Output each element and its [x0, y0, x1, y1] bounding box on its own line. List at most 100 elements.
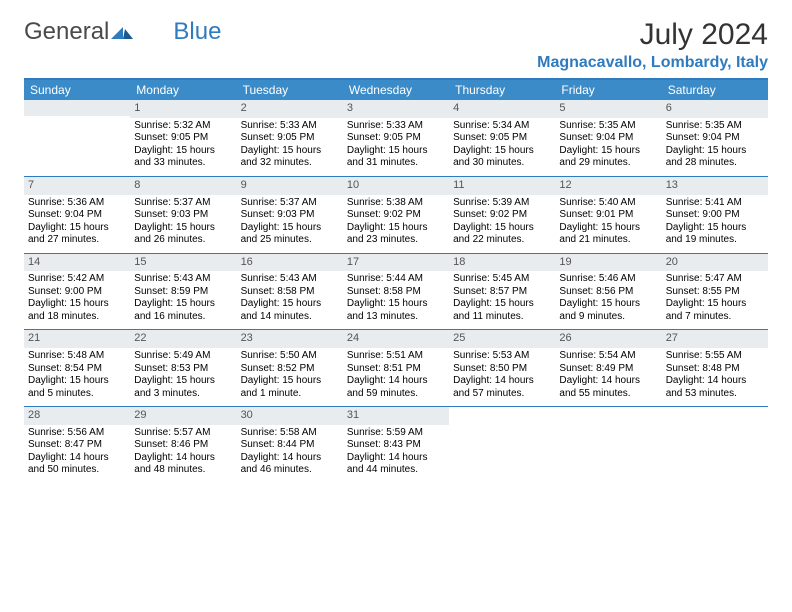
day-info: Sunrise: 5:33 AMSunset: 9:05 PMDaylight:…: [241, 120, 339, 170]
day-number: 23: [237, 330, 343, 348]
header-friday: Friday: [555, 80, 661, 100]
sunset-line: Sunset: 9:04 PM: [559, 132, 657, 145]
calendar-cell: 4Sunrise: 5:34 AMSunset: 9:05 PMDaylight…: [449, 100, 555, 176]
calendar-cell: 6Sunrise: 5:35 AMSunset: 9:04 PMDaylight…: [662, 100, 768, 176]
calendar-cell: 15Sunrise: 5:43 AMSunset: 8:59 PMDayligh…: [130, 253, 236, 330]
day-number: 15: [130, 254, 236, 272]
daylight-line: Daylight: 14 hours and 50 minutes.: [28, 452, 126, 477]
empty-day-header: [24, 100, 130, 116]
sunset-line: Sunset: 8:59 PM: [134, 286, 232, 299]
location-subtitle: Magnacavallo, Lombardy, Italy: [537, 54, 768, 72]
sunset-line: Sunset: 8:57 PM: [453, 286, 551, 299]
calendar-cell: 12 Sunrise: 5:40 AMSunset: 9:01 PMDayligh…: [555, 176, 661, 253]
day-info: Sunrise: 5:58 AMSunset: 8:44 PMDaylight:…: [241, 427, 339, 477]
day-info: Sunrise: 5:44 AMSunset: 8:58 PMDaylight:…: [347, 273, 445, 323]
calendar-cell: 21Sunrise: 5:48 AMSunset: 8:54 PMDayligh…: [24, 330, 130, 407]
day-number: 6: [662, 100, 768, 118]
calendar-cell: 26Sunrise: 5:54 AMSunset: 8:49 PMDayligh…: [555, 330, 661, 407]
page-title: July 2024: [537, 18, 768, 52]
sunrise-line: Sunrise: 5:41 AM: [666, 197, 764, 210]
day-info: Sunrise: 5:41 AMSunset: 9:00 PMDaylight:…: [666, 197, 764, 247]
sunrise-line: Sunrise: 5:44 AM: [347, 273, 445, 286]
day-info: Sunrise: 5:48 AMSunset: 8:54 PMDaylight:…: [28, 350, 126, 400]
day-info: Sunrise: 5:59 AMSunset: 8:43 PMDaylight:…: [347, 427, 445, 477]
sunset-line: Sunset: 9:02 PM: [347, 209, 445, 222]
sunrise-line: Sunrise: 5:50 AM: [241, 350, 339, 363]
daylight-line: Daylight: 15 hours and 7 minutes.: [666, 298, 764, 323]
day-number: 19: [555, 254, 661, 272]
daylight-line: Daylight: 15 hours and 28 minutes.: [666, 145, 764, 170]
sunrise-line: Sunrise: 5:39 AM: [453, 197, 551, 210]
sunrise-line: Sunrise: 5:35 AM: [666, 120, 764, 133]
calendar-table: Sunday Monday Tuesday Wednesday Thursday…: [24, 80, 768, 483]
day-info: Sunrise: 5:34 AMSunset: 9:05 PMDaylight:…: [453, 120, 551, 170]
daylight-line: Daylight: 15 hours and 22 minutes.: [453, 222, 551, 247]
calendar-cell: 18Sunrise: 5:45 AMSunset: 8:57 PMDayligh…: [449, 253, 555, 330]
calendar-cell: 10Sunrise: 5:38 AMSunset: 9:02 PMDayligh…: [343, 176, 449, 253]
sunset-line: Sunset: 9:02 PM: [453, 209, 551, 222]
sunrise-line: Sunrise: 5:57 AM: [134, 427, 232, 440]
day-number: 28: [24, 407, 130, 425]
header-monday: Monday: [130, 80, 236, 100]
sunrise-line: Sunrise: 5:33 AM: [347, 120, 445, 133]
calendar-cell: 28Sunrise: 5:56 AMSunset: 8:47 PMDayligh…: [24, 407, 130, 483]
daylight-line: Daylight: 14 hours and 53 minutes.: [666, 375, 764, 400]
logo-text-blue: Blue: [173, 18, 221, 46]
sunrise-line: Sunrise: 5:35 AM: [559, 120, 657, 133]
daylight-line: Daylight: 15 hours and 16 minutes.: [134, 298, 232, 323]
sunset-line: Sunset: 8:47 PM: [28, 439, 126, 452]
daylight-line: Daylight: 15 hours and 19 minutes.: [666, 222, 764, 247]
day-info: Sunrise: 5:51 AMSunset: 8:51 PMDaylight:…: [347, 350, 445, 400]
daylight-line: Daylight: 15 hours and 21 minutes.: [559, 222, 657, 247]
day-number: 27: [662, 330, 768, 348]
daylight-line: Daylight: 15 hours and 1 minute.: [241, 375, 339, 400]
daylight-line: Daylight: 15 hours and 13 minutes.: [347, 298, 445, 323]
day-info: Sunrise: 5:50 AMSunset: 8:52 PMDaylight:…: [241, 350, 339, 400]
day-info: Sunrise: 5:33 AMSunset: 9:05 PMDaylight:…: [347, 120, 445, 170]
sunset-line: Sunset: 8:58 PM: [241, 286, 339, 299]
day-number: 12: [555, 177, 661, 195]
calendar-cell: 17Sunrise: 5:44 AMSunset: 8:58 PMDayligh…: [343, 253, 449, 330]
calendar-cell: 22Sunrise: 5:49 AMSunset: 8:53 PMDayligh…: [130, 330, 236, 407]
calendar-week-row: 28Sunrise: 5:56 AMSunset: 8:47 PMDayligh…: [24, 407, 768, 483]
calendar-week-row: 7Sunrise: 5:36 AMSunset: 9:04 PMDaylight…: [24, 176, 768, 253]
calendar-cell: 8Sunrise: 5:37 AMSunset: 9:03 PMDaylight…: [130, 176, 236, 253]
sunset-line: Sunset: 9:01 PM: [559, 209, 657, 222]
daylight-line: Daylight: 15 hours and 9 minutes.: [559, 298, 657, 323]
day-info: Sunrise: 5:40 AMSunset: 9:01 PMDaylight:…: [559, 197, 657, 247]
header-sunday: Sunday: [24, 80, 130, 100]
day-number: 13: [662, 177, 768, 195]
day-info: Sunrise: 5:36 AMSunset: 9:04 PMDaylight:…: [28, 197, 126, 247]
sunrise-line: Sunrise: 5:54 AM: [559, 350, 657, 363]
calendar-cell: [24, 100, 130, 176]
day-number: 9: [237, 177, 343, 195]
daylight-line: Daylight: 14 hours and 59 minutes.: [347, 375, 445, 400]
day-info: Sunrise: 5:35 AMSunset: 9:04 PMDaylight:…: [559, 120, 657, 170]
day-number: 26: [555, 330, 661, 348]
sunset-line: Sunset: 8:52 PM: [241, 363, 339, 376]
sunrise-line: Sunrise: 5:49 AM: [134, 350, 232, 363]
sunrise-line: Sunrise: 5:46 AM: [559, 273, 657, 286]
day-number: 24: [343, 330, 449, 348]
sunrise-line: Sunrise: 5:59 AM: [347, 427, 445, 440]
day-info: Sunrise: 5:32 AMSunset: 9:05 PMDaylight:…: [134, 120, 232, 170]
sunset-line: Sunset: 8:50 PM: [453, 363, 551, 376]
day-info: Sunrise: 5:55 AMSunset: 8:48 PMDaylight:…: [666, 350, 764, 400]
header-saturday: Saturday: [662, 80, 768, 100]
day-number: 29: [130, 407, 236, 425]
sunset-line: Sunset: 8:51 PM: [347, 363, 445, 376]
sunset-line: Sunset: 9:03 PM: [134, 209, 232, 222]
sunrise-line: Sunrise: 5:45 AM: [453, 273, 551, 286]
daylight-line: Daylight: 14 hours and 48 minutes.: [134, 452, 232, 477]
calendar-week-row: 14Sunrise: 5:42 AMSunset: 9:00 PMDayligh…: [24, 253, 768, 330]
calendar-cell: 31Sunrise: 5:59 AMSunset: 8:43 PMDayligh…: [343, 407, 449, 483]
daylight-line: Daylight: 14 hours and 44 minutes.: [347, 452, 445, 477]
sunset-line: Sunset: 9:05 PM: [241, 132, 339, 145]
calendar-cell: 9Sunrise: 5:37 AMSunset: 9:03 PMDaylight…: [237, 176, 343, 253]
sunset-line: Sunset: 9:05 PM: [453, 132, 551, 145]
day-number: 18: [449, 254, 555, 272]
sunrise-line: Sunrise: 5:38 AM: [347, 197, 445, 210]
sunrise-line: Sunrise: 5:55 AM: [666, 350, 764, 363]
daylight-line: Daylight: 15 hours and 23 minutes.: [347, 222, 445, 247]
calendar-cell: 2Sunrise: 5:33 AMSunset: 9:05 PMDaylight…: [237, 100, 343, 176]
